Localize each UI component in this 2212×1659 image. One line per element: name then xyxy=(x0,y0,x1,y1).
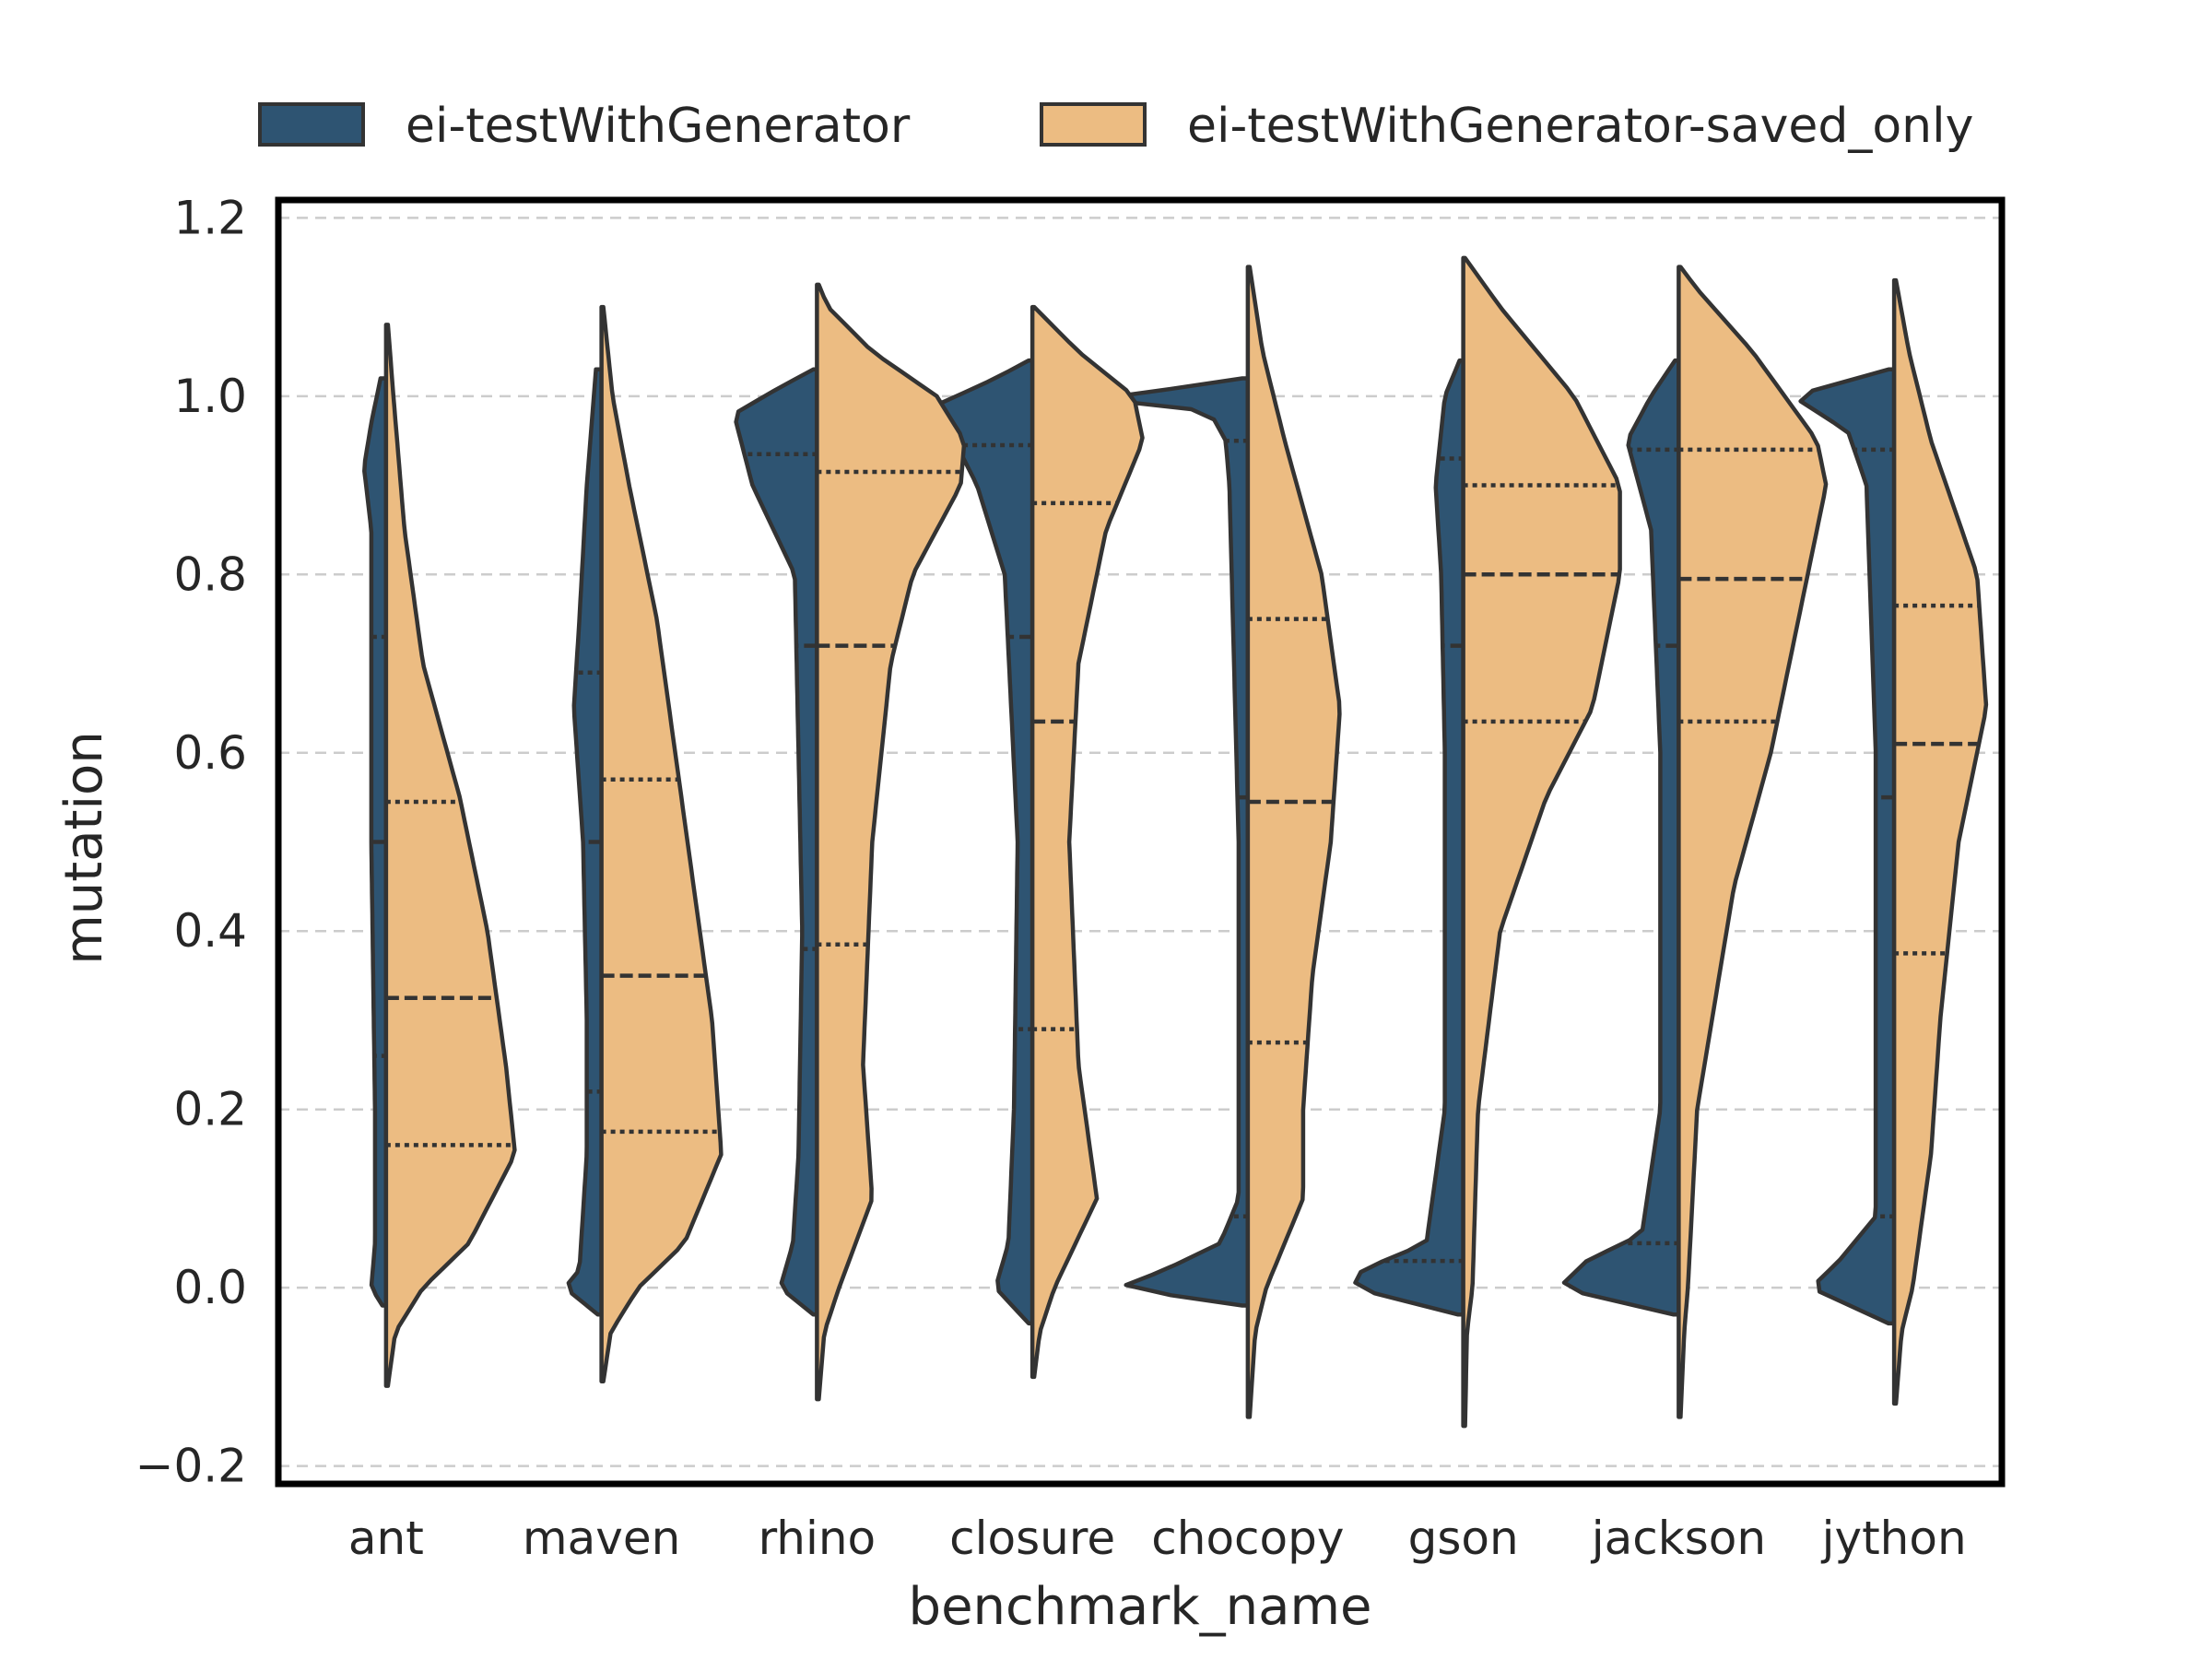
y-tick-label: 1.2 xyxy=(173,191,247,244)
violin-closure-left xyxy=(938,358,1035,1326)
x-tick-label: chocopy xyxy=(1151,1512,1344,1565)
violin-jython-right xyxy=(1891,277,1989,1406)
plot-frame xyxy=(275,196,2006,1488)
x-tick-label: maven xyxy=(523,1512,680,1565)
x-tick-label: rhino xyxy=(759,1512,877,1565)
violin-rhino-left xyxy=(734,367,819,1317)
x-tick-labels: ant maven rhino closure chocopy gson jackson jy… xyxy=(348,1512,1967,1565)
y-tick-labels: −0.2 0.0 0.2 0.4 0.6 0.8 1.0 1.2 xyxy=(135,191,247,1492)
x-tick-label: ant xyxy=(348,1512,424,1565)
x-tick-label: jython xyxy=(1821,1512,1967,1565)
violin-jackson-right xyxy=(1677,265,1829,1419)
violin-ant-right xyxy=(383,323,517,1388)
y-tick-label: −0.2 xyxy=(135,1440,247,1493)
legend-swatch-ei-testWithGenerator xyxy=(258,102,365,147)
x-axis-title: benchmark_name xyxy=(909,1577,1372,1637)
y-tick-label: 0.6 xyxy=(173,726,247,780)
violin-jython-left xyxy=(1798,367,1897,1326)
violin-maven-right xyxy=(599,304,724,1384)
legend: ei-testWithGenerator ei-testWithGenerato… xyxy=(258,99,1973,154)
y-tick-label: 1.0 xyxy=(173,370,247,423)
violin-closure-right xyxy=(1030,304,1145,1380)
violin-rhino-right xyxy=(815,282,967,1402)
violin-chocopy-left xyxy=(1095,376,1251,1308)
y-tick-label: 0.2 xyxy=(173,1083,247,1136)
x-tick-label: gson xyxy=(1408,1512,1519,1565)
violin-gson-left xyxy=(1353,358,1465,1317)
violin-maven-left xyxy=(566,367,604,1317)
y-tick-label: 0.8 xyxy=(173,547,247,601)
violin-chocopy-right xyxy=(1245,265,1342,1419)
x-tick-label: jackson xyxy=(1591,1512,1766,1565)
y-axis-title: mutation xyxy=(54,731,114,965)
violins xyxy=(362,255,1989,1429)
gridlines xyxy=(278,217,2002,1467)
x-tick-label: closure xyxy=(949,1512,1115,1565)
legend-swatch-saved-only xyxy=(1040,102,1147,147)
legend-label-ei-testWithGenerator: ei-testWithGenerator xyxy=(406,99,911,154)
legend-label-saved-only: ei-testWithGenerator-saved_only xyxy=(1187,99,1973,154)
y-tick-label: 0.0 xyxy=(173,1261,247,1314)
violin-jackson-left xyxy=(1561,358,1681,1317)
violin-gson-right xyxy=(1461,255,1622,1429)
y-tick-label: 0.4 xyxy=(173,904,247,958)
